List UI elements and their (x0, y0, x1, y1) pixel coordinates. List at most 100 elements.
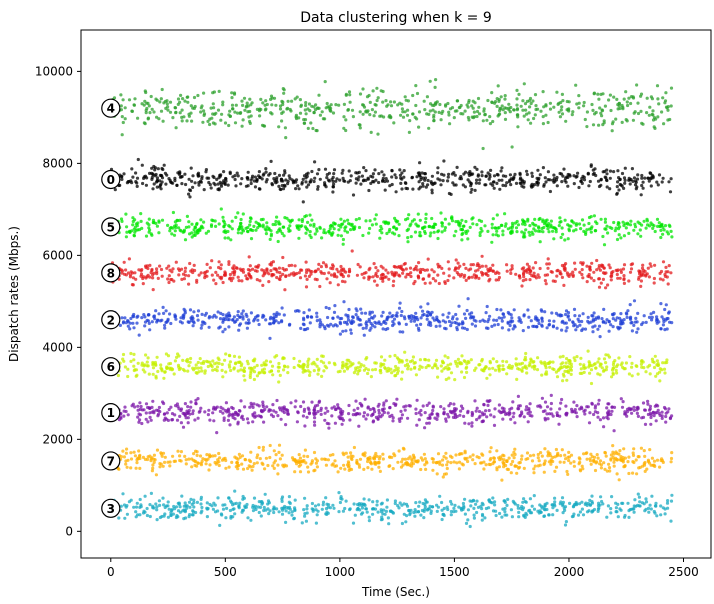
data-point (612, 95, 616, 99)
data-point (436, 265, 441, 269)
data-point (227, 123, 231, 128)
data-point (258, 279, 262, 283)
data-point (269, 263, 273, 267)
data-point (282, 234, 286, 238)
data-point (282, 407, 286, 411)
data-point (669, 86, 674, 90)
data-point (192, 263, 196, 267)
data-point (656, 97, 660, 101)
data-point (509, 268, 513, 272)
data-point (187, 177, 191, 181)
data-point (367, 319, 371, 323)
data-point (185, 119, 189, 123)
data-point (434, 279, 438, 283)
data-point (461, 224, 466, 228)
data-point (196, 366, 200, 370)
data-point (503, 224, 507, 228)
data-point (322, 369, 326, 373)
data-point (516, 394, 521, 398)
data-point (369, 375, 373, 379)
data-point (399, 113, 403, 117)
data-point (473, 165, 477, 169)
data-point (272, 267, 276, 271)
data-point (277, 361, 281, 366)
data-point (395, 397, 399, 401)
data-point (497, 226, 501, 230)
data-point (354, 307, 358, 311)
data-point (518, 171, 522, 175)
data-point (623, 412, 627, 416)
data-point (281, 87, 285, 91)
data-point (200, 104, 204, 108)
data-point (621, 267, 626, 271)
data-point (640, 322, 644, 327)
data-point (496, 364, 500, 368)
data-point (362, 333, 366, 337)
data-point (379, 371, 383, 375)
data-point (524, 108, 528, 112)
data-point (150, 171, 154, 175)
data-point (207, 316, 211, 320)
data-point (262, 172, 266, 176)
data-point (517, 92, 521, 96)
data-point (237, 279, 241, 283)
data-point (341, 237, 345, 242)
data-point (559, 172, 564, 176)
data-point (383, 358, 387, 362)
data-point (615, 451, 619, 456)
data-point (415, 398, 419, 402)
data-point (267, 226, 271, 230)
data-point (423, 176, 428, 180)
data-point (301, 200, 305, 204)
data-point (306, 327, 310, 331)
data-point (369, 181, 373, 185)
data-point (615, 316, 619, 320)
data-point (635, 320, 639, 324)
data-point (411, 93, 415, 98)
data-point (267, 322, 272, 326)
data-point (661, 260, 666, 264)
data-point (287, 218, 291, 222)
data-point (289, 401, 293, 405)
data-point (391, 323, 395, 328)
data-point (321, 354, 325, 358)
data-point (277, 450, 281, 454)
data-point (500, 319, 504, 323)
data-point (389, 100, 393, 104)
data-point (587, 184, 591, 188)
data-point (335, 267, 339, 271)
data-point (592, 171, 596, 175)
data-point (581, 261, 585, 265)
data-point (652, 276, 657, 281)
data-point (294, 187, 298, 191)
data-point (358, 318, 362, 322)
data-point (520, 369, 524, 373)
data-point (524, 351, 528, 356)
data-point (642, 463, 647, 467)
data-point (336, 470, 340, 474)
data-point (278, 271, 282, 275)
data-point (618, 449, 622, 453)
data-point (578, 468, 582, 472)
data-point (357, 424, 361, 428)
data-point (229, 368, 233, 373)
data-point (322, 230, 326, 235)
data-point (470, 187, 474, 192)
data-point (484, 365, 488, 369)
data-point (408, 224, 412, 228)
data-point (251, 414, 255, 418)
data-point (112, 96, 117, 100)
data-point (179, 421, 183, 425)
data-point (477, 112, 482, 116)
data-point (315, 357, 319, 361)
data-point (271, 403, 275, 407)
data-point (622, 234, 627, 238)
data-point (560, 226, 564, 230)
data-point (521, 279, 525, 283)
data-point (174, 225, 178, 230)
data-point (367, 275, 371, 279)
data-point (588, 179, 592, 184)
data-point (130, 271, 135, 275)
data-point (365, 95, 370, 99)
data-point (534, 276, 539, 280)
